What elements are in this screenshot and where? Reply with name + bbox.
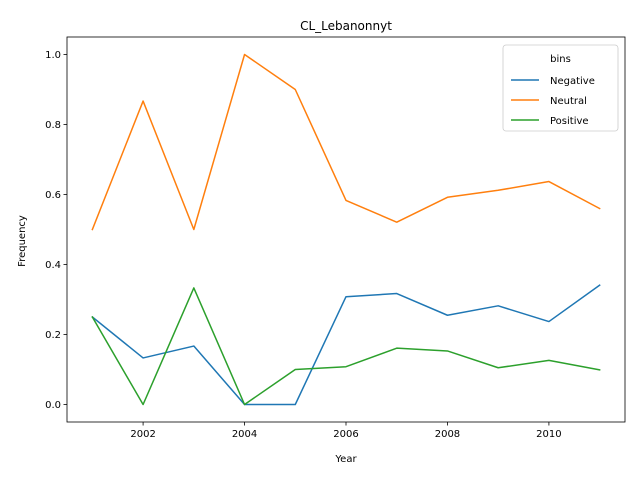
y-tick-label: 0.8 [45, 120, 61, 131]
x-axis-label: Year [334, 454, 357, 465]
series-line-negative [91, 284, 601, 406]
x-tick-label: 2006 [333, 429, 358, 440]
legend-title: bins [550, 54, 571, 65]
x-tick-label: 2002 [130, 429, 155, 440]
y-tick-label: 0.2 [45, 330, 61, 341]
legend-label-positive: Positive [550, 116, 589, 127]
y-axis-label: Frequency [17, 215, 28, 267]
legend-box [502, 44, 619, 132]
x-tick-label: 2004 [232, 429, 257, 440]
y-tick-label: 0.4 [45, 260, 61, 271]
series-line-positive [91, 287, 601, 406]
x-tick-label: 2008 [435, 429, 460, 440]
chart-title: CL_Lebanonnyt [300, 19, 392, 33]
y-tick-label: 0.6 [45, 190, 61, 201]
y-tick-label: 0.0 [45, 400, 61, 411]
x-tick-label: 2010 [536, 429, 561, 440]
series-line-neutral [91, 53, 601, 231]
y-tick-label: 1.0 [45, 50, 61, 61]
plot-area: 2002 2004 2006 2008 2010 0.0 0.2 0.4 0.6 0.8 1.0 [45, 36, 626, 440]
legend-label-negative: Negative [550, 76, 595, 87]
legend: bins Negative Neutral Positive [502, 44, 619, 132]
legend-label-neutral: Neutral [550, 96, 587, 107]
